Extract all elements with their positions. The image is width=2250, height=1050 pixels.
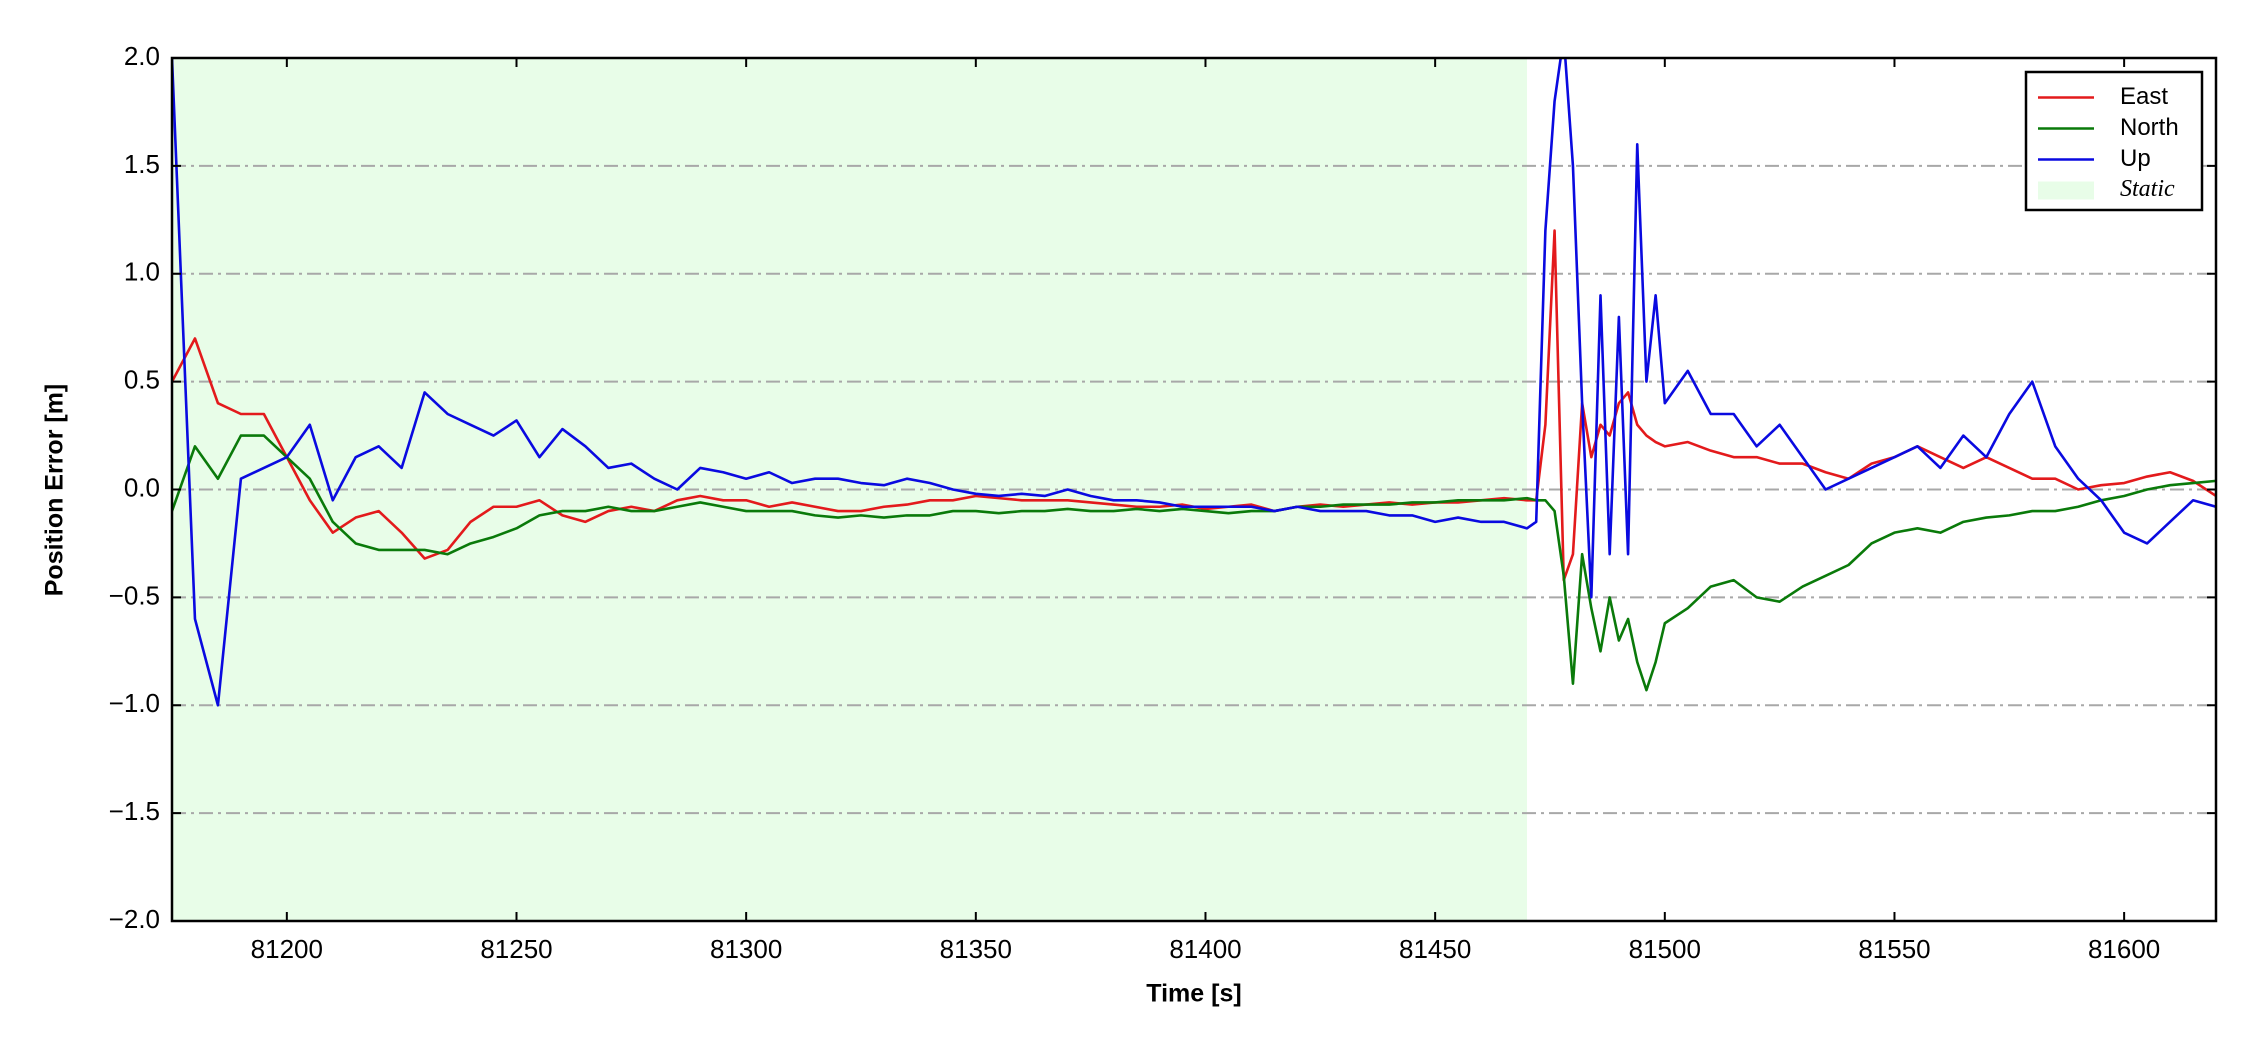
- x-axis-label: Time [s]: [1146, 980, 1241, 1008]
- y-tick-label: −1.0: [109, 688, 160, 718]
- y-tick-label: −0.5: [109, 580, 160, 610]
- y-tick-label: 1.5: [124, 149, 160, 179]
- y-tick-label: 0.0: [124, 472, 160, 502]
- legend: East North Up Static: [2024, 70, 2204, 212]
- legend-label: North: [2120, 114, 2179, 141]
- x-tick-label: 81200: [251, 934, 323, 964]
- axis-layer: −2.0 −1.5 −1.0 −0.5 0.0 0.5 1.0 1.5 2.0 81200 8125…: [109, 41, 2216, 964]
- y-tick-label: 1.0: [124, 257, 160, 287]
- x-tick-label: 81500: [1629, 934, 1701, 964]
- x-tick-label: 81400: [1169, 934, 1241, 964]
- x-tick-label: 81600: [2088, 934, 2160, 964]
- y-tick-label: −1.5: [109, 796, 160, 826]
- y-axis-label: Position Error [m]: [41, 384, 69, 597]
- legend-label: East: [2120, 83, 2168, 110]
- series-line: [172, 58, 2216, 707]
- x-tick-label: 81250: [480, 934, 552, 964]
- legend-label: Up: [2120, 145, 2151, 172]
- x-tick-label: 81450: [1399, 934, 1471, 964]
- x-tick-label: 81350: [940, 934, 1012, 964]
- x-tick-label: 81300: [710, 934, 782, 964]
- y-tick-label: 2.0: [124, 41, 160, 71]
- line-layer: [172, 58, 2216, 707]
- legend-swatch: [2038, 181, 2094, 200]
- legend-label: Static: [2120, 176, 2175, 202]
- y-tick-label: 0.5: [124, 365, 160, 395]
- y-tick-label: −2.0: [109, 904, 160, 934]
- x-tick-label: 81550: [1858, 934, 1930, 964]
